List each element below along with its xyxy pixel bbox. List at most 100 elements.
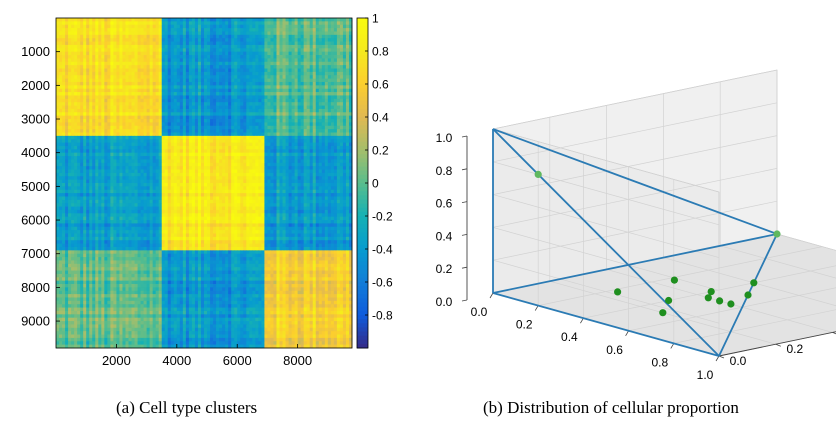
heatmap-cell	[264, 129, 268, 133]
heatmap-cell	[179, 58, 184, 63]
heatmap-cell	[149, 152, 154, 157]
heatmap-cell	[173, 172, 178, 177]
heatmap-cell	[288, 162, 292, 167]
heatmap-cell	[327, 28, 332, 32]
heatmap-cell	[270, 176, 274, 181]
heatmap-cell	[225, 68, 229, 73]
heatmap-cell	[285, 108, 289, 113]
heatmap-cell	[237, 21, 241, 26]
heatmap-cell	[173, 28, 178, 32]
heatmap-cell	[104, 186, 108, 191]
heatmap-cell	[225, 38, 229, 42]
heatmap-cell	[264, 21, 268, 26]
heatmap-cell	[312, 24, 317, 29]
heatmap-cell	[288, 186, 292, 191]
heatmap-cell	[339, 162, 344, 167]
heatmap-cell	[185, 176, 190, 181]
heatmap-cell	[89, 172, 93, 177]
heatmap-cell	[294, 156, 299, 160]
heatmap-cell	[101, 122, 105, 127]
heatmap-cell	[258, 88, 262, 93]
heatmap-cell	[80, 166, 84, 170]
heatmap-cell	[146, 179, 151, 184]
heatmap-cell	[231, 186, 235, 191]
heatmap-cell	[197, 68, 202, 73]
heatmap-cell	[71, 81, 75, 86]
heatmap-cell	[155, 159, 160, 164]
heatmap-cell	[225, 159, 229, 164]
heatmap-cell	[116, 44, 120, 49]
heatmap-cell	[62, 139, 66, 143]
heatmap-cell	[285, 61, 289, 66]
heatmap-cell	[309, 132, 314, 137]
heatmap-cell	[197, 34, 202, 39]
heatmap-cell	[225, 75, 229, 80]
heatmap-cell	[164, 108, 169, 113]
heatmap-cell	[149, 31, 154, 36]
heatmap-cell	[321, 34, 326, 39]
heatmap-cell	[333, 166, 338, 170]
heatmap-cell	[149, 108, 154, 113]
heatmap-cell	[113, 18, 117, 22]
heatmap-cell	[261, 95, 265, 100]
heatmap-cell	[300, 95, 305, 100]
heatmap-cell	[297, 152, 302, 157]
heatmap-cell	[170, 115, 175, 120]
heatmap-cell	[143, 88, 148, 93]
heatmap-cell	[62, 51, 66, 56]
heatmap-cell	[158, 98, 163, 103]
heatmap-cell	[222, 92, 226, 96]
heatmap-cell	[216, 183, 220, 187]
heatmap-cell	[303, 169, 308, 174]
heatmap-cell	[228, 145, 232, 150]
heatmap-cell	[113, 142, 117, 147]
heatmap-cell	[342, 65, 347, 69]
heatmap-cell	[345, 166, 350, 170]
heatmap-cell	[342, 61, 347, 66]
heatmap-cell	[282, 18, 286, 22]
heatmap-cell	[342, 179, 347, 184]
heatmap-cell	[234, 183, 238, 187]
heatmap-cell	[89, 81, 93, 86]
heatmap-cell	[276, 98, 280, 103]
heatmap-cell	[101, 179, 105, 184]
heatmap-cell	[237, 159, 241, 164]
heatmap-cell	[213, 176, 217, 181]
heatmap-cell	[279, 162, 283, 167]
heatmap-cell	[303, 88, 308, 93]
heatmap-cell	[300, 102, 305, 106]
heatmap-cell	[119, 21, 123, 26]
heatmap-cell	[258, 51, 262, 56]
heatmap-cell	[210, 31, 214, 36]
heatmap-cell	[252, 24, 256, 29]
heatmap-cell	[140, 18, 144, 22]
heatmap-cell	[228, 55, 232, 59]
heatmap-cell	[197, 142, 202, 147]
heatmap-cell	[182, 51, 187, 56]
heatmap-cell	[128, 125, 132, 130]
heatmap-cell	[327, 98, 332, 103]
heatmap-cell	[267, 38, 271, 42]
heatmap-cell	[333, 172, 338, 177]
heatmap-cell	[234, 24, 238, 29]
heatmap-cell	[194, 95, 199, 100]
heatmap-cell	[146, 115, 151, 120]
heatmap-cell	[179, 65, 184, 69]
heatmap-cell	[170, 159, 175, 164]
heatmap-cell	[80, 162, 84, 167]
heatmap-cell	[170, 122, 175, 127]
heatmap-cell	[237, 48, 241, 53]
heatmap-cell	[282, 92, 286, 96]
heatmap-cell	[149, 179, 154, 184]
heatmap-cell	[59, 135, 63, 140]
heatmap-cell	[143, 51, 148, 56]
heatmap-cell	[137, 95, 141, 100]
heatmap-cell	[225, 149, 229, 154]
heatmap-cell	[225, 81, 229, 86]
heatmap-cell	[336, 51, 341, 56]
heatmap-cell	[131, 159, 135, 164]
heatmap-cell	[249, 68, 253, 73]
heatmap-cell	[161, 85, 166, 90]
heatmap-cell	[273, 98, 277, 103]
heatmap-cell	[231, 31, 235, 36]
